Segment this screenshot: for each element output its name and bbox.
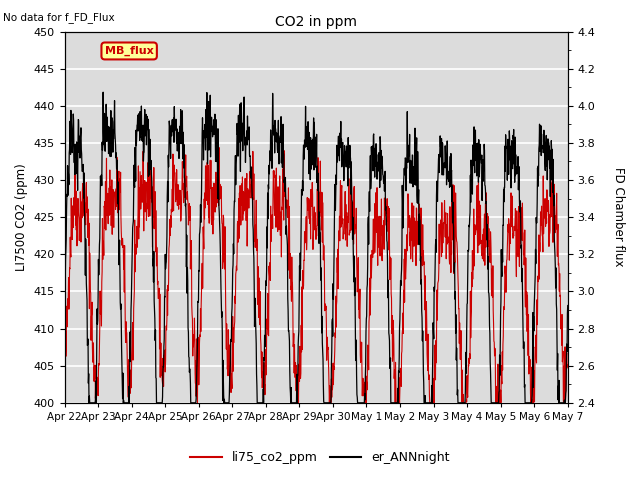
Legend: li75_co2_ppm, er_ANNnight: li75_co2_ppm, er_ANNnight <box>186 446 454 469</box>
Y-axis label: FD Chamber flux: FD Chamber flux <box>612 168 625 267</box>
Y-axis label: LI7500 CO2 (ppm): LI7500 CO2 (ppm) <box>15 163 28 271</box>
Title: CO2 in ppm: CO2 in ppm <box>275 15 357 29</box>
Text: No data for f_FD_Flux: No data for f_FD_Flux <box>3 12 115 23</box>
Text: MB_flux: MB_flux <box>105 46 154 56</box>
